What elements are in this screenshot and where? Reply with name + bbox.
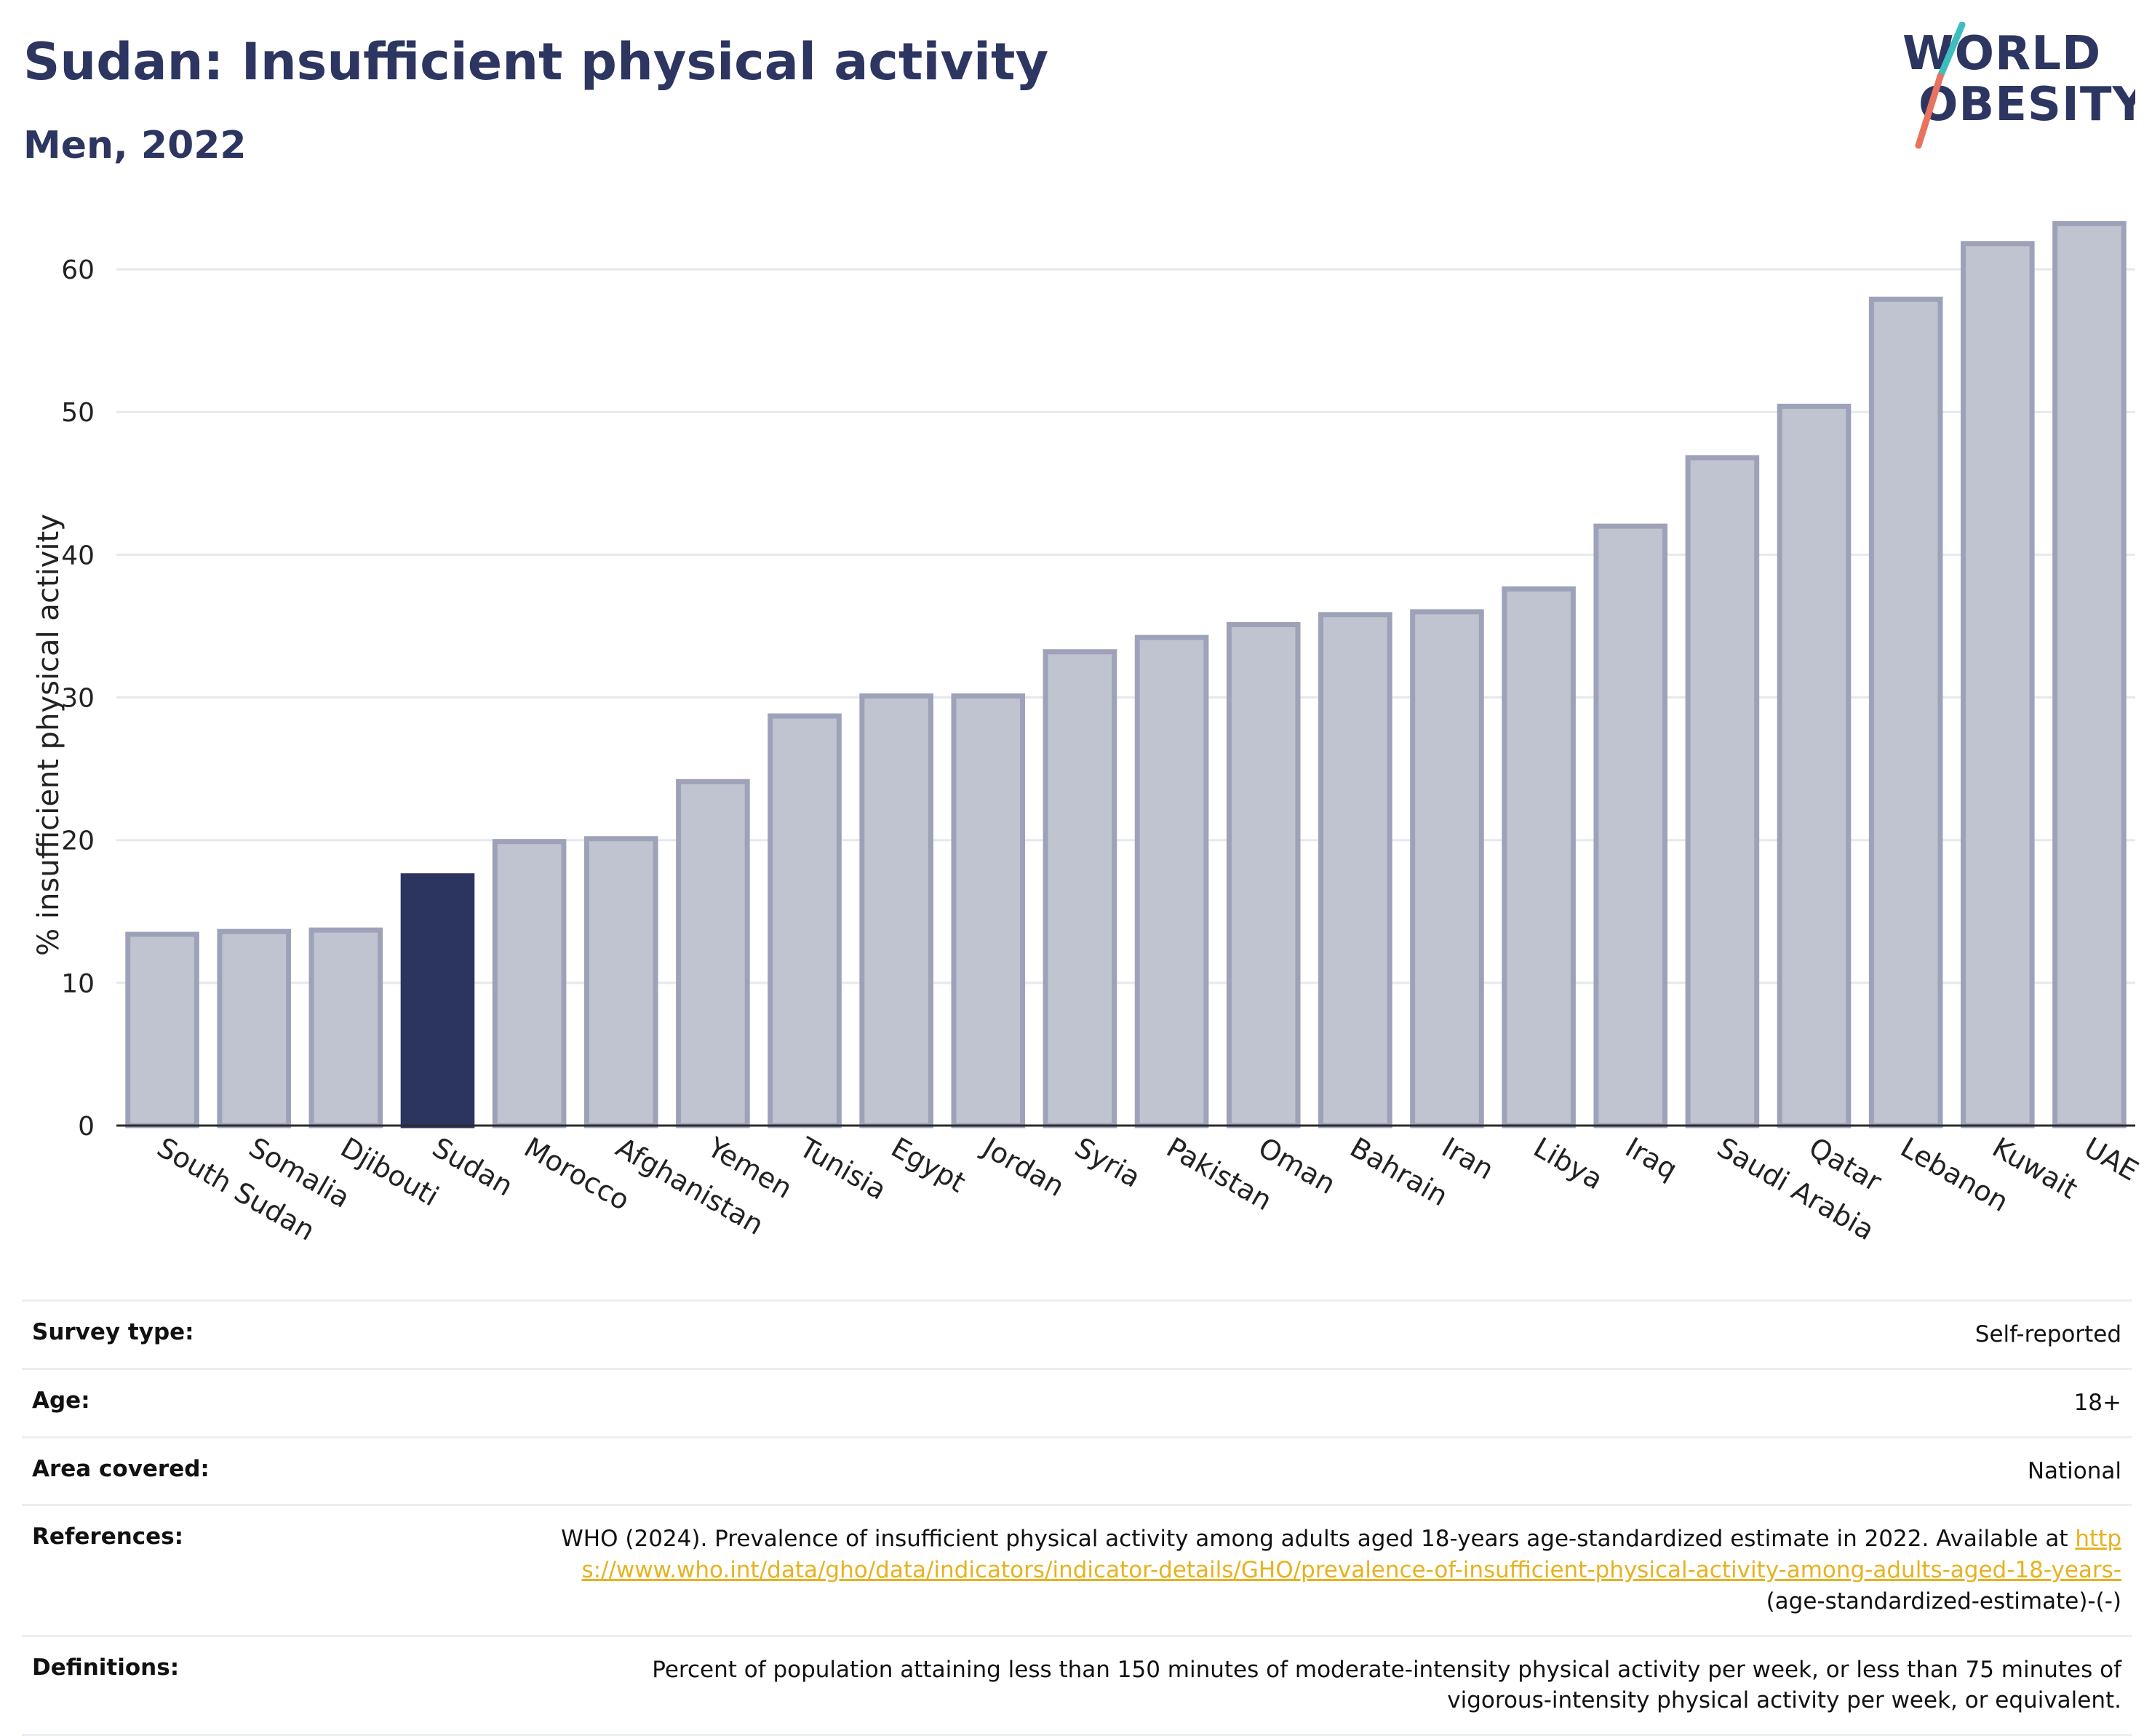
x-tick-label: Sudan <box>427 1131 519 1203</box>
bar-south-sudan[interactable] <box>125 931 199 1128</box>
bar-syria[interactable] <box>1043 649 1117 1128</box>
x-tick-label: Pakistan <box>1161 1131 1278 1217</box>
meta-row-definitions: Definitions: Percent of population attai… <box>22 1634 2132 1736</box>
bar-bahrain[interactable] <box>1318 612 1392 1128</box>
bar-iran[interactable] <box>1410 609 1484 1128</box>
y-tick-label: 50 <box>61 398 95 428</box>
logo-word-obesity: OBESITY <box>1918 78 2135 132</box>
definitions-label: Definitions: <box>32 1654 180 1681</box>
x-tick-label: Tunisia <box>794 1131 892 1206</box>
definitions-value: Percent of population attaining less tha… <box>652 1656 2121 1714</box>
bar-oman[interactable] <box>1226 622 1301 1128</box>
references-text: WHO (2024). Prevalence of insufficient p… <box>561 1526 2076 1553</box>
x-tick-label: Iran <box>1436 1131 1499 1186</box>
chart-title: Sudan: Insufficient physical activity <box>23 32 1049 92</box>
age-label: Age: <box>32 1387 90 1414</box>
bar-egypt[interactable] <box>859 693 933 1128</box>
survey-type-label: Survey type: <box>32 1319 194 1345</box>
bar-qatar[interactable] <box>1777 403 1852 1128</box>
age-value: 18+ <box>2073 1389 2121 1416</box>
bar-somalia[interactable] <box>217 928 292 1128</box>
logo-slash-teal <box>1937 22 1966 80</box>
y-tick-label: 0 <box>78 1112 95 1142</box>
survey-type-value: Self-reported <box>1974 1321 2121 1347</box>
y-tick-label: 40 <box>61 541 95 570</box>
meta-row-references: References: WHO (2024). Prevalence of in… <box>22 1504 2132 1634</box>
bars <box>125 220 2127 1128</box>
references-suffix: (age-standardized-estimate)-(-) <box>1766 1588 2121 1614</box>
bar-kuwait[interactable] <box>1960 241 2035 1128</box>
bar-yemen[interactable] <box>676 779 750 1128</box>
bar-sudan[interactable] <box>400 873 475 1128</box>
y-tick-label: 20 <box>61 827 95 856</box>
x-tick-label: Djibouti <box>335 1131 445 1213</box>
x-tick-label: South Sudan <box>152 1131 321 1247</box>
bar-morocco[interactable] <box>492 839 567 1128</box>
area-value: National <box>2027 1457 2121 1484</box>
meta-row-survey-type: Survey type: Self-reported <box>22 1299 2132 1368</box>
world-obesity-logo: WORLD OBESITY <box>1902 22 2135 149</box>
area-label: Area covered: <box>32 1455 210 1482</box>
bar-djibouti[interactable] <box>308 927 383 1128</box>
meta-row-age: Age: 18+ <box>22 1367 2132 1436</box>
x-tick-label: UAE <box>2079 1131 2143 1187</box>
bar-iraq[interactable] <box>1593 523 1668 1128</box>
x-tick-label: Morocco <box>519 1131 635 1217</box>
bar-uae[interactable] <box>2052 220 2127 1128</box>
x-tick-label: Syria <box>1069 1131 1146 1194</box>
bar-tunisia[interactable] <box>768 713 842 1128</box>
x-tick-label: Jordan <box>976 1131 1069 1203</box>
bar-pakistan[interactable] <box>1134 634 1209 1128</box>
references-value: WHO (2024). Prevalence of insufficient p… <box>557 1524 2121 1617</box>
x-tick-label: Saudi Arabia <box>1712 1131 1880 1247</box>
logo-word-world: WORLD <box>1902 27 2101 81</box>
y-axis-label: % insufficient physical activity <box>32 514 65 956</box>
x-tick-label: Libya <box>1529 1131 1609 1196</box>
bar-afghanistan[interactable] <box>583 836 658 1128</box>
y-tick-label: 10 <box>61 969 95 999</box>
metadata-table: Survey type: Self-reported Age: 18+ Area… <box>22 1299 2132 1736</box>
references-label: References: <box>32 1524 184 1550</box>
x-tick-label: Iraq <box>1620 1131 1683 1186</box>
bar-jordan[interactable] <box>951 693 1026 1128</box>
references-link[interactable]: https://www.who.int/data/gho/data/indica… <box>581 1526 2121 1584</box>
bar-saudi-arabia[interactable] <box>1685 455 1760 1128</box>
meta-row-area: Area covered: National <box>22 1436 2132 1505</box>
bar-lebanon[interactable] <box>1868 296 1943 1128</box>
logo-slash-coral <box>1915 73 1944 149</box>
chart-subtitle: Men, 2022 <box>23 124 247 167</box>
y-tick-label: 30 <box>61 684 95 714</box>
x-tick-label: Bahrain <box>1344 1131 1453 1213</box>
x-tick-label: Egypt <box>886 1131 971 1199</box>
bar-libya[interactable] <box>1502 586 1576 1128</box>
y-tick-label: 60 <box>61 255 95 285</box>
